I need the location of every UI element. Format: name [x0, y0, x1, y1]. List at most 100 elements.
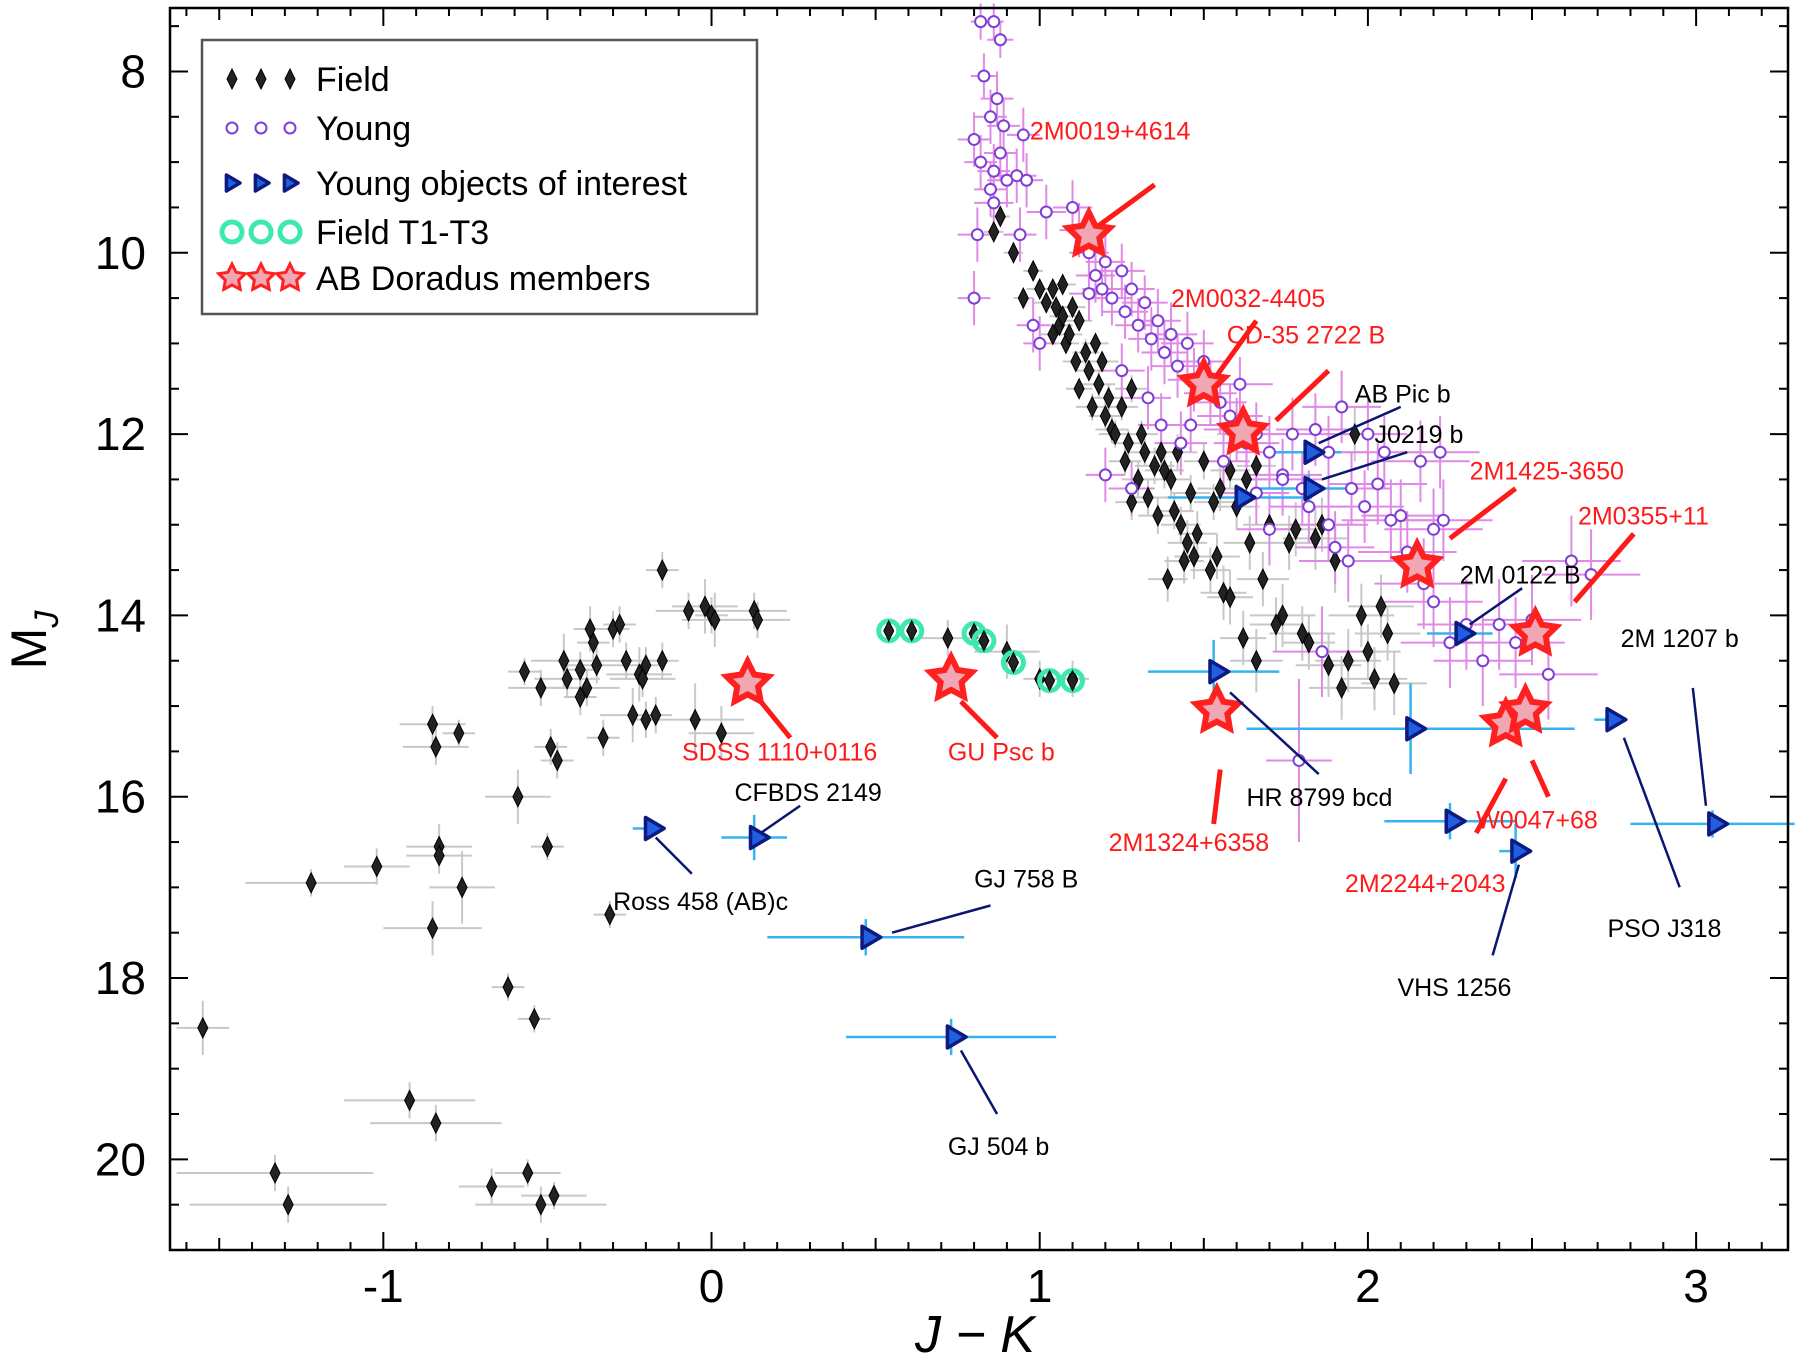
young-point-97	[1322, 518, 1336, 532]
interest-point-8	[1405, 715, 1428, 742]
x-tick-label-1: 0	[699, 1260, 725, 1312]
annotation-leader-13	[1211, 769, 1223, 825]
abdor-point-1	[1176, 355, 1232, 408]
young-point-78	[1233, 377, 1247, 391]
young-point-34	[1157, 345, 1171, 359]
field-t-core-4	[1007, 651, 1020, 674]
legend-marker-3-2	[277, 219, 303, 245]
field-point-115	[1244, 531, 1256, 554]
y-tick-label-2: 12	[95, 408, 146, 460]
field-point-24	[541, 835, 553, 858]
annotation-label-19: PSO J318	[1607, 915, 1721, 943]
field-point-127	[1322, 654, 1335, 677]
field-point-25	[551, 749, 563, 772]
annotation-label-4: J0219 b	[1374, 421, 1463, 449]
field-point-122	[1290, 518, 1302, 541]
legend-label-3: Field T1-T3	[316, 214, 489, 252]
field-point-11	[426, 917, 439, 940]
x-tick-label-2: 1	[1027, 1260, 1053, 1312]
legend-marker-0-1	[255, 67, 267, 91]
field-point-85	[1103, 386, 1115, 409]
field-point-3	[305, 871, 317, 894]
annotation-label-11: CFBDS 2149	[734, 779, 881, 807]
field-point-144	[1178, 549, 1190, 573]
field-point-52	[715, 722, 727, 745]
annotation-leader-1	[1214, 319, 1259, 377]
field-point-63	[1027, 259, 1039, 283]
annotation-leader-16	[654, 836, 693, 875]
y-tick-label-0: 8	[120, 45, 146, 97]
legend-label-2: Young objects of interest	[316, 165, 688, 203]
field-point-145	[1162, 568, 1174, 591]
y-axis-title: MJ	[1, 610, 66, 670]
annotation-label-12: HR 8799 bcd	[1246, 784, 1392, 812]
young-point-91	[1361, 427, 1375, 441]
field-point-129	[1336, 676, 1348, 700]
young-point-3	[977, 69, 991, 83]
young-point-27	[1115, 264, 1129, 278]
field-point-96	[1149, 454, 1161, 477]
field-point-81	[1089, 332, 1102, 355]
y-axis-title-sub: J	[28, 610, 66, 629]
young-point-82	[1033, 336, 1047, 350]
field-point-21	[535, 676, 547, 700]
field-point-34	[597, 726, 609, 749]
abdor-point-9	[1498, 681, 1553, 734]
young-point-26	[1105, 291, 1119, 305]
young-point-63	[1443, 636, 1457, 650]
annotation-label-3: AB Pic b	[1355, 380, 1451, 408]
field-point-1	[269, 1161, 281, 1185]
field-point-17	[522, 1161, 534, 1185]
field-point-78	[1080, 341, 1092, 364]
annotation-leader-5	[1448, 486, 1518, 541]
field-point-91	[1126, 377, 1138, 400]
field-point-30	[581, 676, 593, 700]
field-point-18	[528, 1007, 540, 1030]
legend-marker-2-1	[253, 173, 271, 193]
young-point-42	[1223, 409, 1237, 423]
young-point-81	[1026, 318, 1040, 332]
annotation-leader-15	[1474, 777, 1508, 835]
annotation-label-10: GU Psc b	[948, 738, 1055, 766]
field-point-32	[587, 631, 599, 654]
annotation-label-5: 2M1425-3650	[1470, 457, 1624, 485]
field-point-141	[1208, 490, 1220, 514]
young-point-30	[1131, 318, 1145, 332]
field-point-12	[453, 722, 465, 745]
legend: Field Young Young objects of interest Field…	[200, 38, 759, 316]
field-point-0	[197, 1016, 209, 1040]
field-t-core-6	[1066, 669, 1079, 692]
series-young-objects-of-interest	[643, 439, 1730, 1050]
field-point-111	[1217, 581, 1230, 604]
young-point-17	[970, 228, 984, 242]
legend-entry-3: Field T1-T3	[219, 214, 489, 252]
field-point-133	[1362, 640, 1374, 663]
young-point-83	[1115, 364, 1129, 378]
field-point-109	[1211, 545, 1223, 568]
field-t-core-3	[978, 629, 990, 652]
annotation-label-20: GJ 504 b	[948, 1133, 1049, 1161]
field-point-16	[512, 785, 524, 808]
legend-marker-1-1	[254, 121, 268, 135]
field-point-38	[620, 649, 632, 672]
abdor-point-6	[1189, 681, 1245, 734]
y-tick-label-5: 18	[95, 952, 146, 1004]
field-point-33	[591, 654, 603, 677]
young-point-25	[1095, 282, 1109, 296]
field-point-48	[689, 708, 701, 731]
legend-marker-3-1	[248, 219, 274, 245]
field-point-67	[1047, 323, 1059, 346]
field-point-102	[1175, 513, 1187, 536]
young-point-69	[1541, 667, 1555, 681]
field-point-132	[1355, 604, 1367, 627]
field-point-128	[1329, 549, 1341, 573]
field-point-92	[1132, 468, 1144, 491]
field-point-60	[994, 205, 1006, 228]
legend-box	[200, 38, 759, 316]
field-point-61	[1007, 241, 1020, 264]
young-point-2	[993, 33, 1007, 47]
legend-marker-4-0	[215, 260, 249, 293]
field-point-62	[1017, 286, 1029, 310]
young-point-67	[1509, 636, 1523, 650]
